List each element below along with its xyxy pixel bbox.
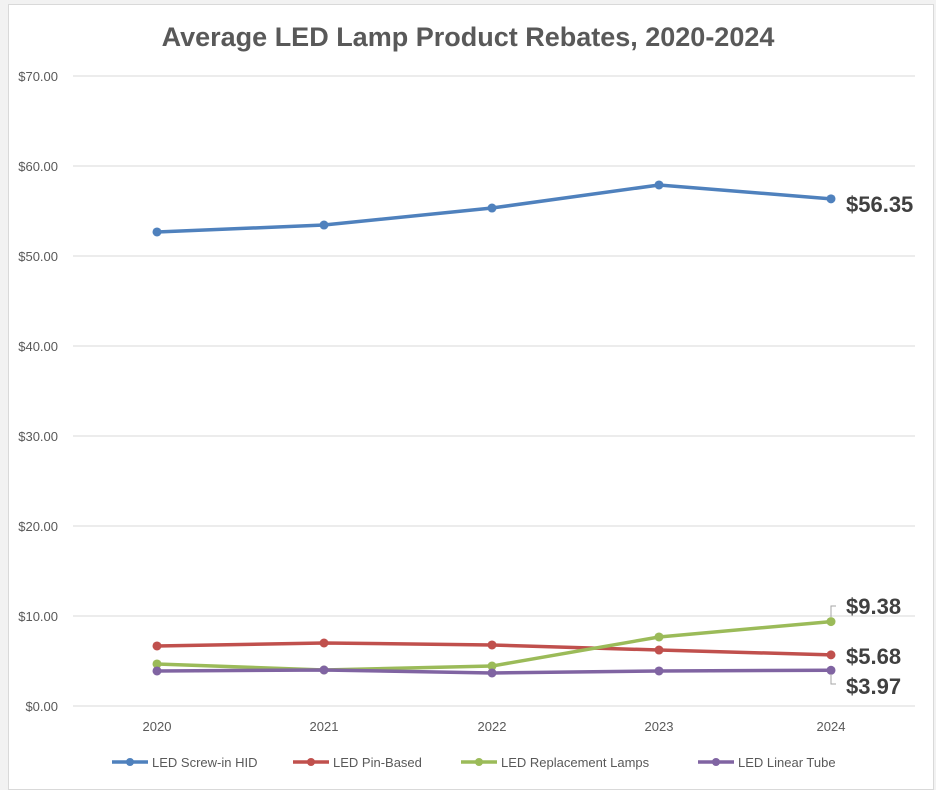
data-label: $5.68 — [846, 644, 901, 669]
gridlines — [73, 75, 915, 707]
y-tick-label: $70.00 — [18, 69, 58, 84]
chart-title: Average LED Lamp Product Rebates, 2020-2… — [162, 22, 775, 52]
legend-swatch-marker — [712, 758, 720, 766]
data-point — [826, 617, 836, 627]
data-point — [654, 645, 664, 655]
legend: LED Screw-in HID LED Pin-Based LED Replace… — [112, 755, 836, 770]
legend-swatch-marker — [307, 758, 315, 766]
y-tick-label: $50.00 — [18, 249, 58, 264]
data-point — [654, 666, 664, 676]
data-point — [826, 650, 836, 660]
data-point — [152, 666, 162, 676]
data-label: $9.38 — [846, 594, 901, 619]
series-led-screw-in-hid — [152, 180, 836, 237]
legend-label: LED Pin-Based — [333, 755, 422, 770]
chart-area[interactable] — [8, 4, 934, 790]
legend-label: LED Screw-in HID — [152, 755, 257, 770]
data-point — [152, 227, 162, 237]
data-point — [487, 640, 497, 650]
data-point — [319, 665, 329, 675]
data-labels: $56.35 $5.68 $9.38 $3.97 — [830, 192, 913, 699]
leader-line — [830, 605, 836, 617]
legend-label: LED Linear Tube — [738, 755, 836, 770]
x-tick-label: 2020 — [143, 719, 172, 734]
leader-line — [830, 674, 836, 685]
y-tick-label: $0.00 — [25, 699, 58, 714]
y-tick-label: $30.00 — [18, 429, 58, 444]
data-point — [319, 220, 329, 230]
y-tick-label: $40.00 — [18, 339, 58, 354]
data-point — [654, 180, 664, 190]
series-led-pin-based — [152, 638, 836, 660]
data-point — [487, 661, 497, 671]
x-axis-ticks: 2020 2021 2022 2023 2024 — [143, 719, 846, 734]
data-point — [826, 194, 836, 204]
legend-swatch-marker — [475, 758, 483, 766]
data-point — [487, 203, 497, 213]
legend-swatch-marker — [126, 758, 134, 766]
y-axis-ticks: $0.00 $10.00 $20.00 $30.00 $40.00 $50.00 $60.0… — [18, 69, 58, 714]
x-tick-label: 2023 — [645, 719, 674, 734]
data-point — [152, 641, 162, 651]
x-tick-label: 2022 — [478, 719, 507, 734]
legend-item: LED Pin-Based — [293, 755, 422, 770]
data-point — [319, 638, 329, 648]
x-tick-label: 2024 — [817, 719, 846, 734]
y-tick-label: $10.00 — [18, 609, 58, 624]
legend-item: LED Screw-in HID — [112, 755, 257, 770]
data-label: $3.97 — [846, 674, 901, 699]
data-point — [826, 665, 836, 675]
legend-item: LED Replacement Lamps — [461, 755, 650, 770]
data-point — [654, 632, 664, 642]
series-led-linear-tube — [152, 665, 836, 678]
series-lines — [152, 180, 836, 678]
y-tick-label: $20.00 — [18, 519, 58, 534]
legend-label: LED Replacement Lamps — [501, 755, 650, 770]
data-point — [487, 668, 497, 678]
y-tick-label: $60.00 — [18, 159, 58, 174]
data-label: $56.35 — [846, 192, 913, 217]
data-point — [152, 659, 162, 669]
x-tick-label: 2021 — [310, 719, 339, 734]
legend-item: LED Linear Tube — [698, 755, 836, 770]
